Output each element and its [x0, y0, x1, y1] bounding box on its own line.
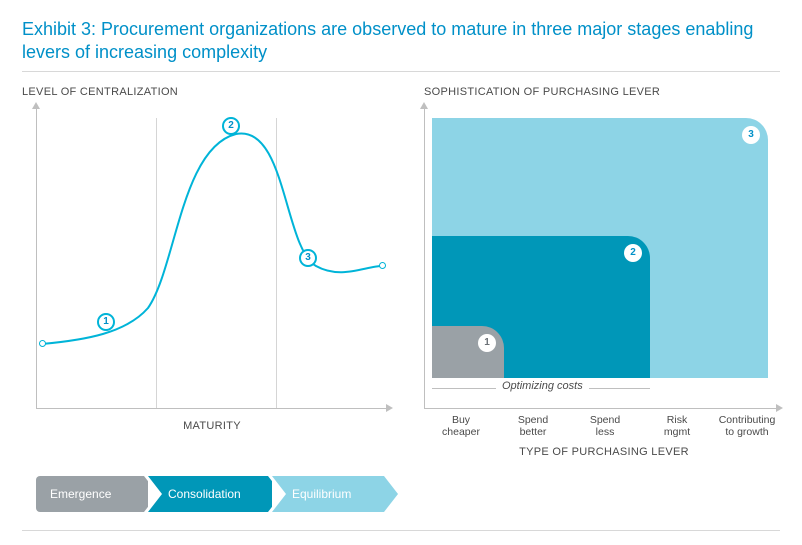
stage-consolidation: Consolidation	[148, 476, 268, 512]
right-panel-title: SOPHISTICATION OF PURCHASING LEVER	[424, 86, 784, 98]
x-axis	[36, 408, 386, 409]
stage-chevrons: Emergence Consolidation Equilibrium	[36, 476, 402, 512]
xtick-label: Riskmgmt	[642, 414, 712, 438]
right-xaxis-label: TYPE OF PURCHASING LEVER	[424, 446, 784, 458]
xtick-label: Buycheaper	[426, 414, 496, 438]
x-axis-right	[424, 408, 776, 409]
lever-badge-2: 2	[624, 244, 642, 262]
optimizing-label: Optimizing costs	[496, 380, 589, 392]
y-axis-right	[424, 108, 425, 408]
maturity-node-2: 2	[222, 117, 240, 135]
maturity-curve	[36, 108, 386, 408]
xtick-label: Spendbetter	[498, 414, 568, 438]
left-xaxis-label: MATURITY	[22, 420, 402, 432]
bottom-rule	[22, 530, 780, 531]
stage-label: Consolidation	[168, 487, 241, 501]
chart-left: 123 MATURITY	[22, 108, 402, 428]
chart-right: 321 Optimizing costs BuycheaperSpendbett…	[424, 108, 784, 428]
xtick-label: Contributingto growth	[712, 414, 782, 438]
lever-badge-1: 1	[478, 334, 496, 352]
y-axis-right-arrow-icon	[420, 102, 428, 109]
x-axis-right-arrow-icon	[776, 404, 783, 412]
stage-label: Emergence	[50, 487, 111, 501]
title-rule	[22, 71, 780, 72]
curve-endpoint	[379, 262, 386, 269]
lever-block-1: 1	[432, 326, 504, 378]
stage-label: Equilibrium	[292, 487, 351, 501]
xtick-label: Spendless	[570, 414, 640, 438]
maturity-node-1: 1	[97, 313, 115, 331]
curve-endpoint	[39, 340, 46, 347]
maturity-node-3: 3	[299, 249, 317, 267]
stage-equilibrium: Equilibrium	[272, 476, 384, 512]
stage-emergence: Emergence	[36, 476, 144, 512]
panels: LEVEL OF CENTRALIZATION 1 2 3 MATURITY Eme…	[22, 86, 780, 512]
left-panel-title: LEVEL OF CENTRALIZATION	[22, 86, 402, 98]
lever-badge-3: 3	[742, 126, 760, 144]
panel-right: SOPHISTICATION OF PURCHASING LEVER 3 2 1 O…	[424, 86, 784, 512]
x-axis-arrow-icon	[386, 404, 393, 412]
panel-left: LEVEL OF CENTRALIZATION 1 2 3 MATURITY Eme…	[22, 86, 402, 512]
exhibit-title: Exhibit 3: Procurement organizations are…	[22, 18, 780, 65]
